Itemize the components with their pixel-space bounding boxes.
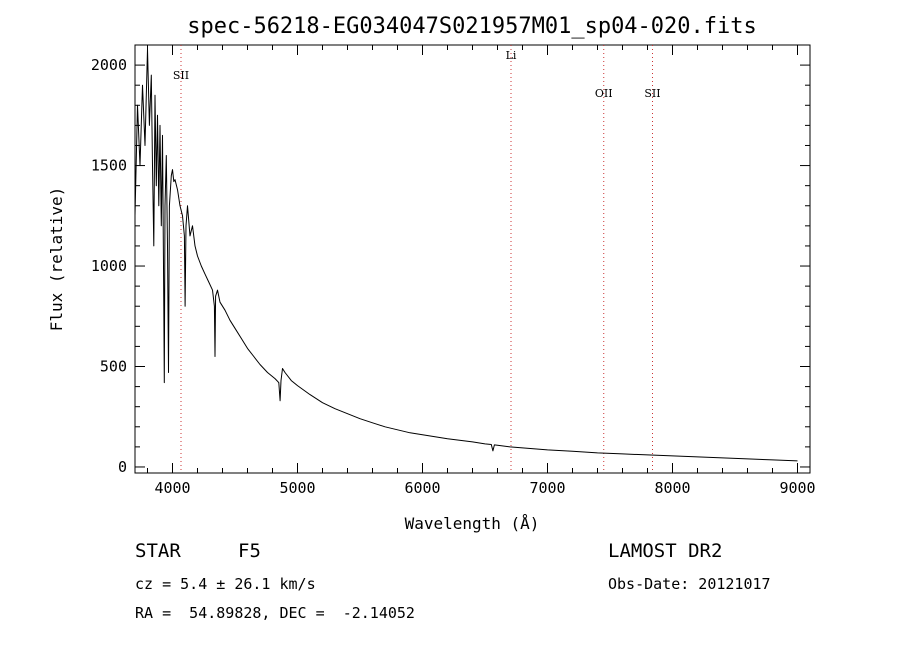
object-class: STAR bbox=[135, 540, 181, 562]
x-tick-label: 7000 bbox=[529, 479, 565, 497]
survey-name: LAMOST DR2 bbox=[608, 540, 723, 562]
coordinates: RA = 54.89828, DEC = -2.14052 bbox=[135, 604, 415, 622]
x-tick-label: 8000 bbox=[654, 479, 690, 497]
chart-title: spec-56218-EG034047S021957M01_sp04-020.f… bbox=[187, 14, 757, 39]
x-tick-label: 6000 bbox=[404, 479, 440, 497]
y-tick-label: 1000 bbox=[91, 257, 127, 275]
redshift-info: cz = 5.4 ± 26.1 km/s bbox=[135, 575, 316, 593]
plot-frame bbox=[134, 44, 811, 474]
y-tick-label: 0 bbox=[118, 458, 127, 476]
x-tick-label: 9000 bbox=[779, 479, 815, 497]
flux-series-line bbox=[134, 48, 798, 462]
y-tick-label: 2000 bbox=[91, 56, 127, 74]
x-tick-label: 5000 bbox=[279, 479, 315, 497]
x-tick-label: 4000 bbox=[154, 479, 190, 497]
spectral-line-label: Li bbox=[506, 49, 517, 62]
spectral-line-label: SII bbox=[644, 87, 660, 100]
y-tick-label: 1500 bbox=[91, 157, 127, 175]
y-tick-label: 500 bbox=[100, 358, 127, 376]
x-axis-label: Wavelength (Å) bbox=[405, 514, 540, 533]
spectral-line-label: OII bbox=[595, 87, 613, 100]
observation-date: Obs-Date: 20121017 bbox=[608, 575, 771, 593]
y-axis-label: Flux (relative) bbox=[47, 187, 66, 332]
object-subclass: F5 bbox=[238, 540, 261, 562]
spectral-line-label: SII bbox=[173, 69, 189, 82]
